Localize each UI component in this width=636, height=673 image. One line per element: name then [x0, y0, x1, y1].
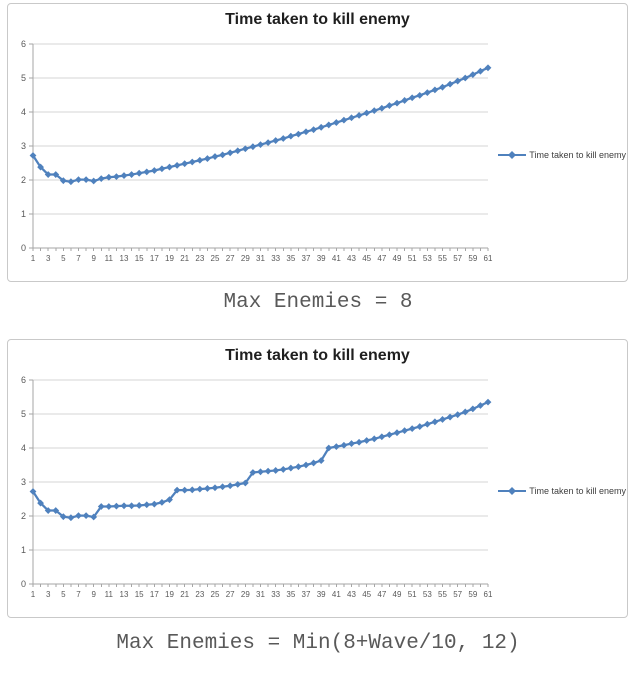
svg-text:2: 2: [21, 175, 26, 185]
svg-text:33: 33: [271, 590, 280, 599]
svg-text:1: 1: [31, 254, 36, 263]
svg-text:59: 59: [468, 590, 477, 599]
caption-max-enemies-min-formula: Max Enemies = Min(8+Wave/10, 12): [116, 632, 520, 655]
svg-text:9: 9: [91, 590, 96, 599]
svg-text:61: 61: [484, 590, 493, 599]
svg-text:61: 61: [484, 254, 493, 263]
svg-text:17: 17: [150, 254, 159, 263]
chart-title: Time taken to kill enemy: [225, 347, 410, 364]
svg-text:5: 5: [21, 409, 26, 419]
svg-text:7: 7: [76, 590, 81, 599]
svg-text:43: 43: [347, 590, 356, 599]
legend: Time taken to kill enemy: [497, 150, 626, 160]
svg-text:41: 41: [332, 590, 341, 599]
svg-text:7: 7: [76, 254, 81, 263]
svg-text:5: 5: [61, 254, 66, 263]
svg-text:17: 17: [150, 590, 159, 599]
svg-text:27: 27: [226, 590, 235, 599]
svg-text:13: 13: [120, 590, 129, 599]
svg-text:59: 59: [468, 254, 477, 263]
svg-text:49: 49: [393, 254, 402, 263]
svg-text:49: 49: [393, 590, 402, 599]
svg-text:25: 25: [211, 254, 220, 263]
legend: Time taken to kill enemy: [497, 486, 626, 496]
svg-text:6: 6: [21, 375, 26, 385]
svg-text:45: 45: [362, 254, 371, 263]
svg-text:1: 1: [21, 545, 26, 555]
svg-text:43: 43: [347, 254, 356, 263]
svg-text:2: 2: [21, 511, 26, 521]
svg-text:31: 31: [256, 254, 265, 263]
svg-text:47: 47: [377, 254, 386, 263]
legend-label: Time taken to kill enemy: [529, 150, 626, 160]
svg-text:11: 11: [105, 590, 114, 599]
chart-title: Time taken to kill enemy: [225, 11, 410, 28]
svg-text:31: 31: [256, 590, 265, 599]
svg-text:53: 53: [423, 590, 432, 599]
svg-text:15: 15: [135, 254, 144, 263]
svg-text:29: 29: [241, 254, 250, 263]
svg-text:6: 6: [21, 39, 26, 49]
svg-text:1: 1: [21, 209, 26, 219]
svg-text:41: 41: [332, 254, 341, 263]
svg-text:47: 47: [377, 590, 386, 599]
svg-text:15: 15: [135, 590, 144, 599]
svg-text:4: 4: [21, 443, 26, 453]
svg-text:11: 11: [105, 254, 114, 263]
svg-text:9: 9: [91, 254, 96, 263]
svg-text:21: 21: [180, 254, 189, 263]
svg-text:35: 35: [286, 590, 295, 599]
series-line-diamond-marker-icon: [498, 487, 527, 495]
svg-text:19: 19: [165, 590, 174, 599]
svg-text:57: 57: [453, 254, 462, 263]
svg-text:0: 0: [21, 243, 26, 253]
svg-text:55: 55: [438, 254, 447, 263]
svg-text:25: 25: [211, 590, 220, 599]
svg-text:53: 53: [423, 254, 432, 263]
svg-text:3: 3: [46, 590, 51, 599]
legend-label: Time taken to kill enemy: [529, 486, 626, 496]
svg-text:3: 3: [21, 477, 26, 487]
chart-frame-max-enemies-8: 0 1 2 3 4 5 6 1 3 5 7 9 11 13 15 17 19 21 23 25 27 29 31 33 35 37…: [7, 3, 628, 282]
svg-text:3: 3: [46, 254, 51, 263]
svg-text:33: 33: [271, 254, 280, 263]
svg-text:37: 37: [302, 590, 311, 599]
svg-text:57: 57: [453, 590, 462, 599]
svg-text:4: 4: [21, 107, 26, 117]
series-line-diamond-marker-icon: [498, 151, 527, 159]
svg-text:3: 3: [21, 141, 26, 151]
svg-text:13: 13: [120, 254, 129, 263]
svg-text:21: 21: [180, 590, 189, 599]
svg-text:37: 37: [302, 254, 311, 263]
caption-max-enemies-8: Max Enemies = 8: [223, 291, 413, 314]
chart-frame-max-enemies-min: 0 1 2 3 4 5 6 1 3 5 7 9 11 13 15 17 19 21 23 25 27 29 31 33 35 37…: [7, 339, 628, 618]
svg-text:19: 19: [165, 254, 174, 263]
svg-text:23: 23: [195, 590, 204, 599]
svg-text:35: 35: [286, 254, 295, 263]
svg-text:45: 45: [362, 590, 371, 599]
svg-text:39: 39: [317, 590, 326, 599]
svg-text:5: 5: [21, 73, 26, 83]
svg-text:55: 55: [438, 590, 447, 599]
svg-text:0: 0: [21, 579, 26, 589]
svg-text:5: 5: [61, 590, 66, 599]
svg-text:23: 23: [195, 254, 204, 263]
svg-text:39: 39: [317, 254, 326, 263]
svg-text:27: 27: [226, 254, 235, 263]
svg-text:51: 51: [408, 590, 417, 599]
svg-text:51: 51: [408, 254, 417, 263]
svg-text:29: 29: [241, 590, 250, 599]
svg-text:1: 1: [31, 590, 36, 599]
